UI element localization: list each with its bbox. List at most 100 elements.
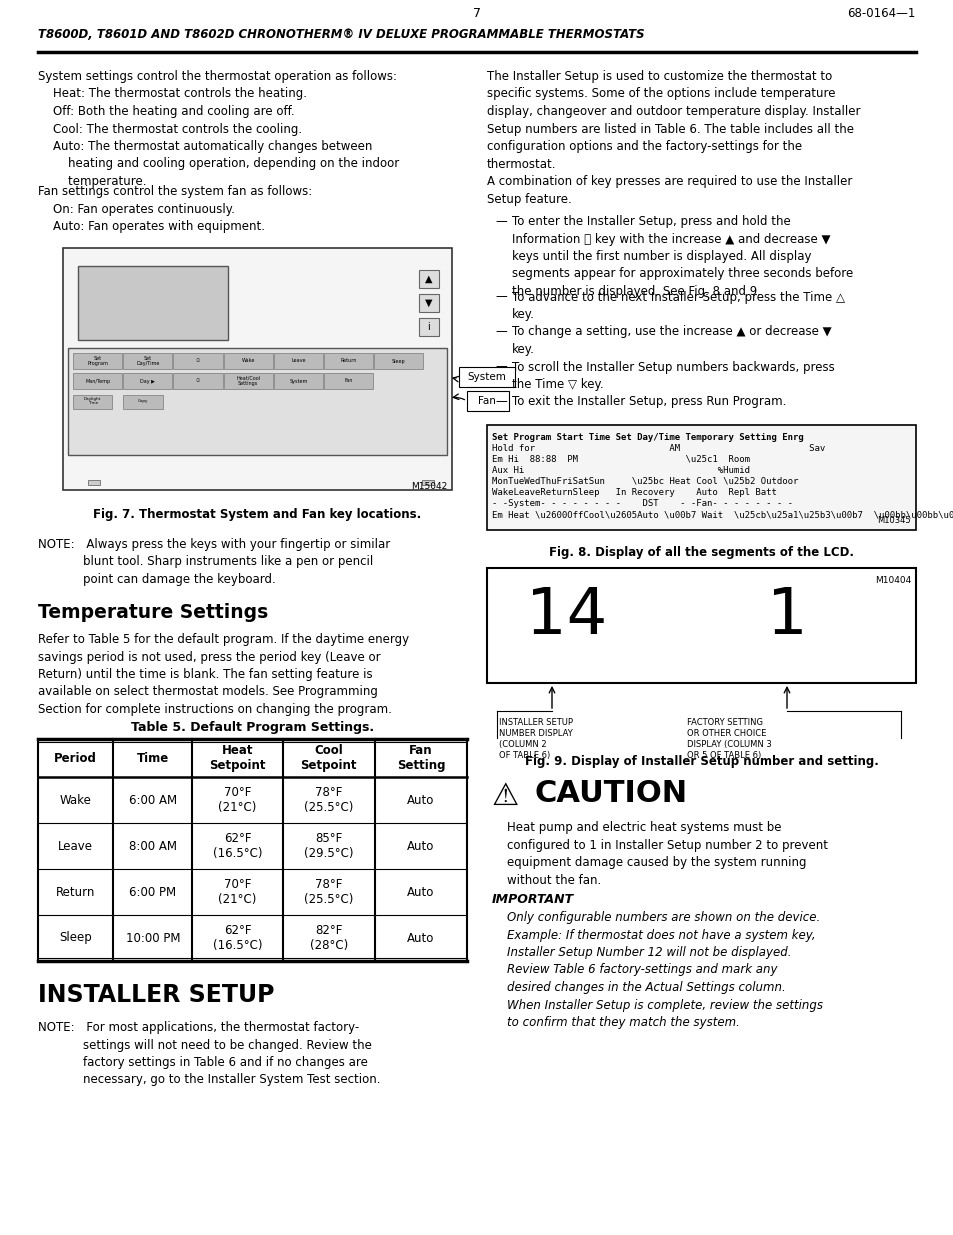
Text: Temperature Settings: Temperature Settings — [38, 603, 268, 622]
Text: Time: Time — [136, 752, 169, 764]
Bar — [486, 425, 915, 530]
Text: —: — — [495, 290, 506, 304]
Text: To exit the Installer Setup, press Run Program.: To exit the Installer Setup, press Run P… — [512, 395, 785, 409]
Bar — [68, 348, 447, 454]
Text: 78°F
(25.5°C): 78°F (25.5°C) — [304, 785, 353, 814]
Text: Period: Period — [54, 752, 97, 764]
Bar — [73, 373, 122, 389]
Text: System settings control the thermostat operation as follows:
    Heat: The therm: System settings control the thermostat o… — [38, 70, 399, 188]
Text: Hold for                         AM                        Sav: Hold for AM Sav — [492, 445, 824, 453]
Text: Set
Day/Time: Set Day/Time — [136, 356, 159, 367]
Text: 7: 7 — [473, 7, 480, 20]
Text: Fan
Setting: Fan Setting — [396, 743, 445, 772]
Text: ▲: ▲ — [425, 274, 433, 284]
Text: Heat pump and electric heat systems must be
configured to 1 in Installer Setup n: Heat pump and electric heat systems must… — [506, 821, 827, 887]
Text: Daylight
Time: Daylight Time — [84, 396, 101, 405]
Text: —: — — [495, 361, 506, 373]
Text: 1: 1 — [766, 584, 806, 646]
Text: WakeLeaveReturnSleep   In Recovery    Auto  Repl Batt: WakeLeaveReturnSleep In Recovery Auto Re… — [492, 488, 776, 496]
Text: M10345: M10345 — [877, 516, 910, 525]
Text: System: System — [289, 378, 307, 384]
Bar — [78, 266, 228, 340]
Text: M10404: M10404 — [874, 576, 910, 585]
Text: To advance to the next Installer Setup, press the Time △
key.: To advance to the next Installer Setup, … — [512, 290, 844, 321]
Text: Auto: Auto — [407, 840, 435, 852]
Text: Aux Hi                                    %Humid: Aux Hi %Humid — [492, 466, 749, 475]
Text: Cool
Setpoint: Cool Setpoint — [300, 743, 356, 772]
Text: Auto: Auto — [407, 931, 435, 945]
Text: Fan: Fan — [344, 378, 353, 384]
Text: Em Heat \u2600OffCool\u2605Auto \u00b7 Wait  \u25cb\u25a1\u25b3\u00b7  \u00bb\u0: Em Heat \u2600OffCool\u2605Auto \u00b7 W… — [492, 510, 953, 519]
Text: Fig. 8. Display of all the segments of the LCD.: Fig. 8. Display of all the segments of t… — [548, 546, 853, 559]
Bar — [486, 568, 915, 683]
Bar — [223, 353, 273, 369]
Text: —: — — [495, 215, 506, 228]
Bar — [374, 353, 423, 369]
Bar — [421, 480, 434, 485]
Text: Only configurable numbers are shown on the device.
    Example: If thermostat do: Only configurable numbers are shown on t… — [492, 911, 822, 1029]
Text: ☉: ☉ — [195, 378, 200, 384]
Text: To change a setting, use the increase ▲ or decrease ▼
key.: To change a setting, use the increase ▲ … — [512, 326, 831, 356]
Text: Leave: Leave — [58, 840, 93, 852]
Text: INSTALLER SETUP: INSTALLER SETUP — [38, 983, 274, 1007]
Bar — [123, 353, 172, 369]
Text: 8:00 AM: 8:00 AM — [129, 840, 176, 852]
Text: i: i — [427, 322, 430, 332]
Bar — [173, 353, 222, 369]
Text: Leave: Leave — [291, 358, 305, 363]
Bar — [73, 395, 112, 409]
Text: IMPORTANT: IMPORTANT — [492, 893, 574, 906]
Text: Table 5. Default Program Settings.: Table 5. Default Program Settings. — [131, 721, 374, 734]
Text: Return: Return — [56, 885, 95, 899]
Text: Fig. 7. Thermostat System and Fan key locations.: Fig. 7. Thermostat System and Fan key lo… — [93, 508, 421, 521]
Bar — [63, 248, 452, 490]
Text: Sleep: Sleep — [392, 358, 405, 363]
Text: Wake: Wake — [59, 794, 91, 806]
Text: Auto: Auto — [407, 794, 435, 806]
Text: 82°F
(28°C): 82°F (28°C) — [309, 924, 348, 952]
Text: Heat/Cool
Settings: Heat/Cool Settings — [236, 375, 260, 387]
Text: Copy: Copy — [137, 399, 148, 403]
Text: 85°F
(29.5°C): 85°F (29.5°C) — [304, 832, 353, 860]
Bar — [324, 373, 373, 389]
Text: 62°F
(16.5°C): 62°F (16.5°C) — [213, 832, 262, 860]
Text: 14: 14 — [526, 584, 607, 646]
Text: Refer to Table 5 for the default program. If the daytime energy
savings period i: Refer to Table 5 for the default program… — [38, 634, 409, 716]
Text: T8600D, T8601D AND T8602D CHRONOTHERM® IV DELUXE PROGRAMMABLE THERMOSTATS: T8600D, T8601D AND T8602D CHRONOTHERM® I… — [38, 28, 644, 41]
Text: 70°F
(21°C): 70°F (21°C) — [218, 785, 256, 814]
Text: MonTueWedThuFriSatSun     \u25bc Heat Cool \u25b2 Outdoor: MonTueWedThuFriSatSun \u25bc Heat Cool \… — [492, 477, 798, 487]
Text: 78°F
(25.5°C): 78°F (25.5°C) — [304, 878, 353, 906]
Text: Set
Program: Set Program — [87, 356, 108, 367]
Text: ▼: ▼ — [425, 298, 433, 308]
Text: Fig. 9. Display of Installer Setup number and setting.: Fig. 9. Display of Installer Setup numbe… — [524, 755, 878, 768]
Text: To scroll the Installer Setup numbers backwards, press
the Time ▽ key.: To scroll the Installer Setup numbers ba… — [512, 361, 834, 391]
Text: INSTALLER SETUP
NUMBER DISPLAY
(COLUMN 2
OF TABLE 6): INSTALLER SETUP NUMBER DISPLAY (COLUMN 2… — [498, 718, 573, 761]
Text: NOTE: For most applications, the thermostat factory-
            settings will n: NOTE: For most applications, the thermos… — [38, 1021, 380, 1087]
Text: 68-0164—1: 68-0164—1 — [846, 7, 915, 20]
Bar — [223, 373, 273, 389]
Bar — [73, 353, 122, 369]
Bar — [467, 391, 509, 411]
Text: Auto: Auto — [407, 885, 435, 899]
Text: To enter the Installer Setup, press and hold the
Information Ⓘ key with the incr: To enter the Installer Setup, press and … — [512, 215, 852, 298]
Text: M15042: M15042 — [411, 482, 447, 492]
Text: 62°F
(16.5°C): 62°F (16.5°C) — [213, 924, 262, 952]
Text: Em Hi  88:88  PM                    \u25c1  Room: Em Hi 88:88 PM \u25c1 Room — [492, 454, 749, 464]
Text: The Installer Setup is used to customize the thermostat to
specific systems. Som: The Installer Setup is used to customize… — [486, 70, 860, 170]
Text: Day ▶: Day ▶ — [140, 378, 155, 384]
Text: A combination of key presses are required to use the Installer
Setup feature.: A combination of key presses are require… — [486, 175, 851, 205]
Bar — [123, 373, 172, 389]
Text: - -System- - - - - - - -    DST    - -Fan- - - - - - - -: - -System- - - - - - - - DST - -Fan- - -… — [492, 499, 792, 508]
Text: 6:00 AM: 6:00 AM — [129, 794, 176, 806]
Text: Return: Return — [340, 358, 356, 363]
Text: ☉: ☉ — [195, 358, 200, 363]
Text: FACTORY SETTING
OR OTHER CHOICE
DISPLAY (COLUMN 3
OR 5 OF TABLE 6): FACTORY SETTING OR OTHER CHOICE DISPLAY … — [686, 718, 771, 761]
Text: CAUTION: CAUTION — [535, 779, 687, 808]
Text: ⚠: ⚠ — [492, 782, 518, 811]
Text: —: — — [495, 395, 506, 409]
Text: System: System — [467, 372, 506, 382]
Text: 6:00 PM: 6:00 PM — [129, 885, 176, 899]
Text: —: — — [495, 326, 506, 338]
Bar — [418, 317, 438, 336]
Bar — [324, 353, 373, 369]
